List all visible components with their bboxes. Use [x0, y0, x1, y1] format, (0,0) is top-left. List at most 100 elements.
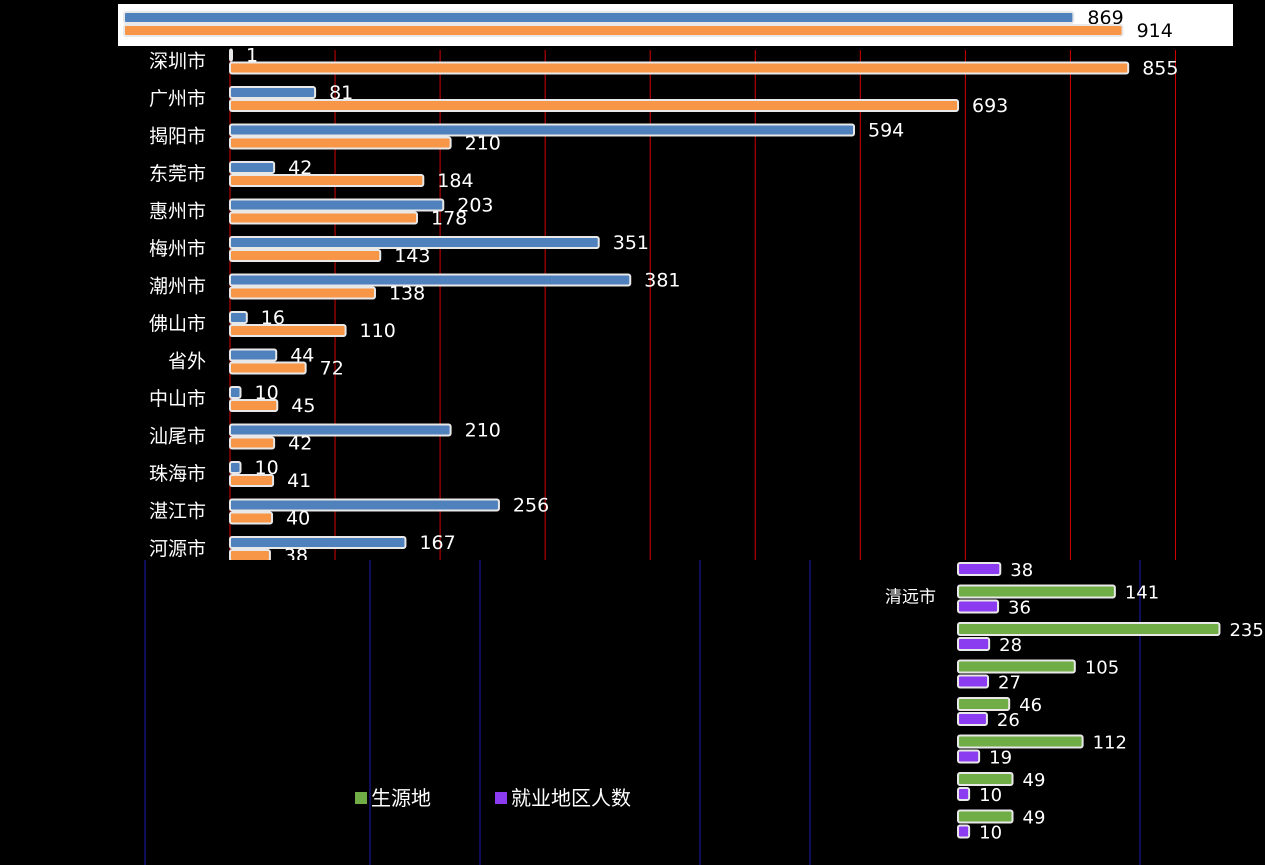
bar	[229, 174, 425, 187]
data-label: 10	[255, 382, 279, 404]
gridlines	[144, 560, 1141, 865]
bar	[229, 474, 275, 487]
bar	[229, 536, 407, 549]
legend-swatch	[355, 792, 367, 804]
bar	[229, 511, 274, 525]
category-label: 东莞市	[149, 163, 206, 185]
data-label: 38	[1010, 560, 1033, 581]
category-label: 湛江市	[149, 501, 206, 523]
bar	[957, 712, 988, 726]
data-label: 49	[1023, 770, 1046, 791]
data-label: 138	[389, 283, 425, 305]
data-label: 10	[979, 785, 1002, 806]
bar	[229, 324, 347, 337]
data-label: 42	[288, 433, 312, 455]
bar	[957, 584, 1116, 599]
bar	[229, 286, 376, 300]
bar	[229, 423, 452, 437]
data-label: 178	[431, 208, 467, 230]
bar	[229, 273, 632, 287]
category-label: 揭阳市	[149, 126, 206, 148]
data-label: 105	[1085, 658, 1119, 679]
bar	[123, 24, 1124, 37]
legend-swatch	[495, 792, 507, 804]
bar	[229, 399, 279, 412]
bar	[229, 48, 233, 62]
bar	[229, 236, 600, 249]
bar	[957, 622, 1221, 636]
data-label: 72	[320, 358, 344, 380]
legend: 生源地 就业地区人数	[355, 786, 631, 810]
category-label: 河源市	[149, 538, 206, 560]
data-label: 41	[287, 470, 311, 492]
bar	[229, 498, 500, 512]
bar	[957, 637, 991, 651]
bar	[957, 659, 1076, 674]
data-label: 10	[979, 823, 1002, 844]
bar	[229, 211, 418, 225]
category-label: 深圳市	[149, 51, 206, 73]
data-label: 49	[1023, 808, 1046, 829]
category-label: 清远市	[885, 588, 936, 608]
category-label: 佛山市	[149, 313, 206, 335]
bar	[957, 734, 1084, 749]
data-label: 210	[465, 133, 501, 155]
category-label: 梅州市	[149, 238, 206, 260]
bar	[229, 136, 452, 150]
bar	[957, 562, 1002, 576]
data-label: 235	[1229, 620, 1263, 641]
bar	[229, 198, 445, 212]
data-label: 381	[644, 270, 680, 292]
data-label: 36	[1008, 598, 1031, 619]
data-label: 143	[394, 245, 430, 267]
data-label: 112	[1093, 733, 1127, 754]
data-label: 256	[513, 495, 549, 517]
bar	[229, 348, 278, 362]
category-label: 汕尾市	[149, 426, 206, 448]
bar	[229, 61, 1130, 75]
data-label: 42	[288, 157, 312, 179]
data-label: 46	[1019, 695, 1042, 716]
bar	[957, 599, 1000, 614]
bar	[229, 549, 271, 560]
legend-item: 生源地	[355, 786, 431, 810]
data-label: 203	[457, 195, 493, 217]
data-label: 27	[998, 673, 1021, 694]
data-label: 81	[329, 82, 353, 104]
data-label: 16	[261, 307, 285, 329]
legend-label: 就业地区人数	[511, 786, 631, 810]
data-label: 19	[989, 748, 1012, 769]
data-label: 1	[246, 45, 258, 67]
category-label: 中山市	[149, 388, 206, 410]
top-bar-chart: 汕头市869914深圳市1855广州市81693揭阳市594210东莞市4218…	[118, 4, 1233, 560]
category-label: 惠州市	[149, 201, 206, 223]
data-label: 45	[291, 395, 315, 417]
category-label: 潮州市	[149, 276, 206, 298]
data-label: 141	[1125, 583, 1159, 604]
data-label: 914	[1137, 20, 1173, 42]
data-label: 167	[419, 532, 455, 554]
bar	[229, 386, 242, 399]
category-label: 省外	[168, 351, 206, 373]
category-label: 珠海市	[149, 463, 206, 485]
category-label: 广州市	[149, 88, 206, 110]
bar	[229, 161, 276, 174]
bar	[957, 697, 1011, 711]
bar	[229, 311, 248, 324]
data-label: 10	[255, 457, 279, 479]
bar	[957, 674, 990, 689]
bar	[229, 461, 242, 474]
data-label: 184	[437, 170, 473, 192]
legend-item: 就业地区人数	[495, 786, 631, 810]
data-label: 351	[613, 232, 649, 254]
data-label: 855	[1142, 58, 1178, 80]
data-label: 44	[290, 345, 314, 367]
data-label: 110	[360, 320, 396, 342]
data-label: 38	[284, 545, 308, 560]
bar	[957, 772, 1014, 786]
bar	[957, 824, 971, 839]
legend-label: 生源地	[371, 786, 431, 810]
bar	[229, 86, 317, 99]
bar	[957, 749, 981, 764]
